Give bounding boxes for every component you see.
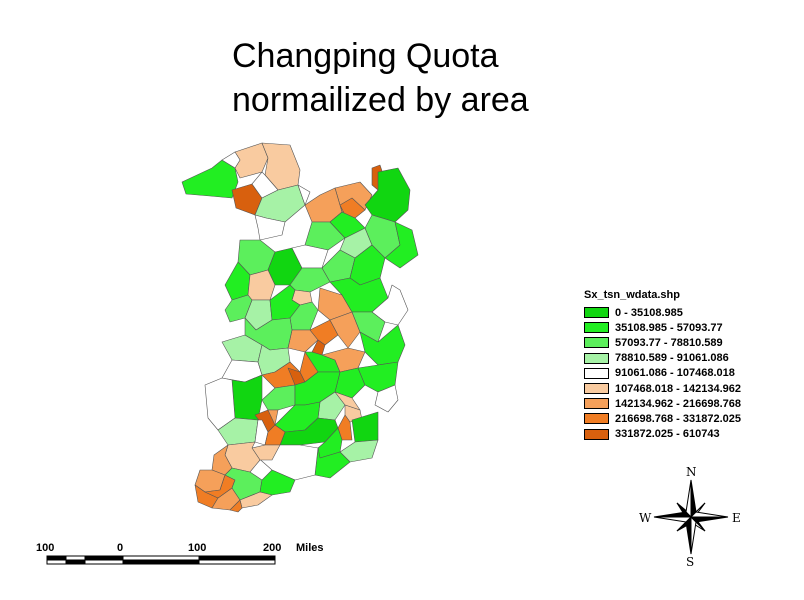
legend-item: 331872.025 - 610743: [584, 427, 741, 442]
map-region: [221, 151, 241, 169]
map-region: [329, 311, 361, 349]
map-region: [374, 384, 399, 413]
legend-item: 107468.018 - 142134.962: [584, 381, 741, 396]
legend-label: 35108.985 - 57093.77: [615, 321, 723, 334]
map-region: [329, 211, 366, 239]
legend-label: 331872.025 - 610743: [615, 428, 720, 441]
map-region: [351, 311, 386, 343]
legend: Sx_tsn_wdata.shp 0 - 35108.985 35108.985 …: [584, 289, 741, 442]
legend-label: 142134.962 - 216698.768: [615, 397, 742, 410]
legend-label: 57093.77 - 78810.589: [615, 336, 723, 349]
map-region: [337, 414, 353, 441]
map-region: [181, 159, 239, 199]
map-region: [297, 184, 311, 206]
legend-swatch: [584, 367, 609, 379]
map-region: [229, 499, 243, 513]
legend-label: 107468.018 - 142134.962: [615, 382, 742, 395]
legend-swatch: [584, 322, 609, 334]
legend-item: 142134.962 - 216698.768: [584, 396, 741, 411]
map-region: [254, 419, 269, 446]
legend-item: 57093.77 - 78810.589: [584, 335, 741, 350]
legend-swatch: [584, 307, 609, 319]
legend-title: Sx_tsn_wdata.shp: [584, 289, 680, 301]
legend-label: 78810.589 - 91061.086: [615, 352, 729, 365]
legend-label: 0 - 35108.985: [615, 306, 683, 319]
map-region: [231, 374, 263, 421]
map-region: [244, 317, 293, 351]
map-region: [371, 284, 409, 326]
map-title-line2: normailized by area: [232, 81, 529, 119]
legend-swatch: [584, 398, 609, 410]
map-title: Changping Quota normailized by area: [232, 34, 529, 122]
legend-label: 216698.768 - 331872.025: [615, 412, 742, 425]
legend-swatch: [584, 383, 609, 395]
legend-swatch: [584, 337, 609, 349]
legend-item: 0 - 35108.985: [584, 305, 741, 320]
legend-item: 91061.086 - 107468.018: [584, 366, 741, 381]
map-region: [251, 171, 279, 199]
map-region: [291, 244, 329, 269]
map-region: [261, 384, 296, 411]
map-region: [359, 324, 406, 366]
legend-item: 216698.768 - 331872.025: [584, 411, 741, 426]
legend-item: 35108.985 - 57093.77: [584, 320, 741, 335]
legend-swatch: [584, 428, 609, 440]
map-region: [309, 319, 339, 346]
legend-label: 91061.086 - 107468.018: [615, 367, 735, 380]
legend-swatch: [584, 413, 609, 425]
map-region: [384, 221, 419, 269]
map-region: [304, 221, 346, 251]
legend-swatch: [584, 352, 609, 364]
legend-item: 78810.589 - 91061.086: [584, 351, 741, 366]
map-title-line1: Changping Quota: [232, 37, 499, 75]
map-region: [254, 214, 286, 241]
